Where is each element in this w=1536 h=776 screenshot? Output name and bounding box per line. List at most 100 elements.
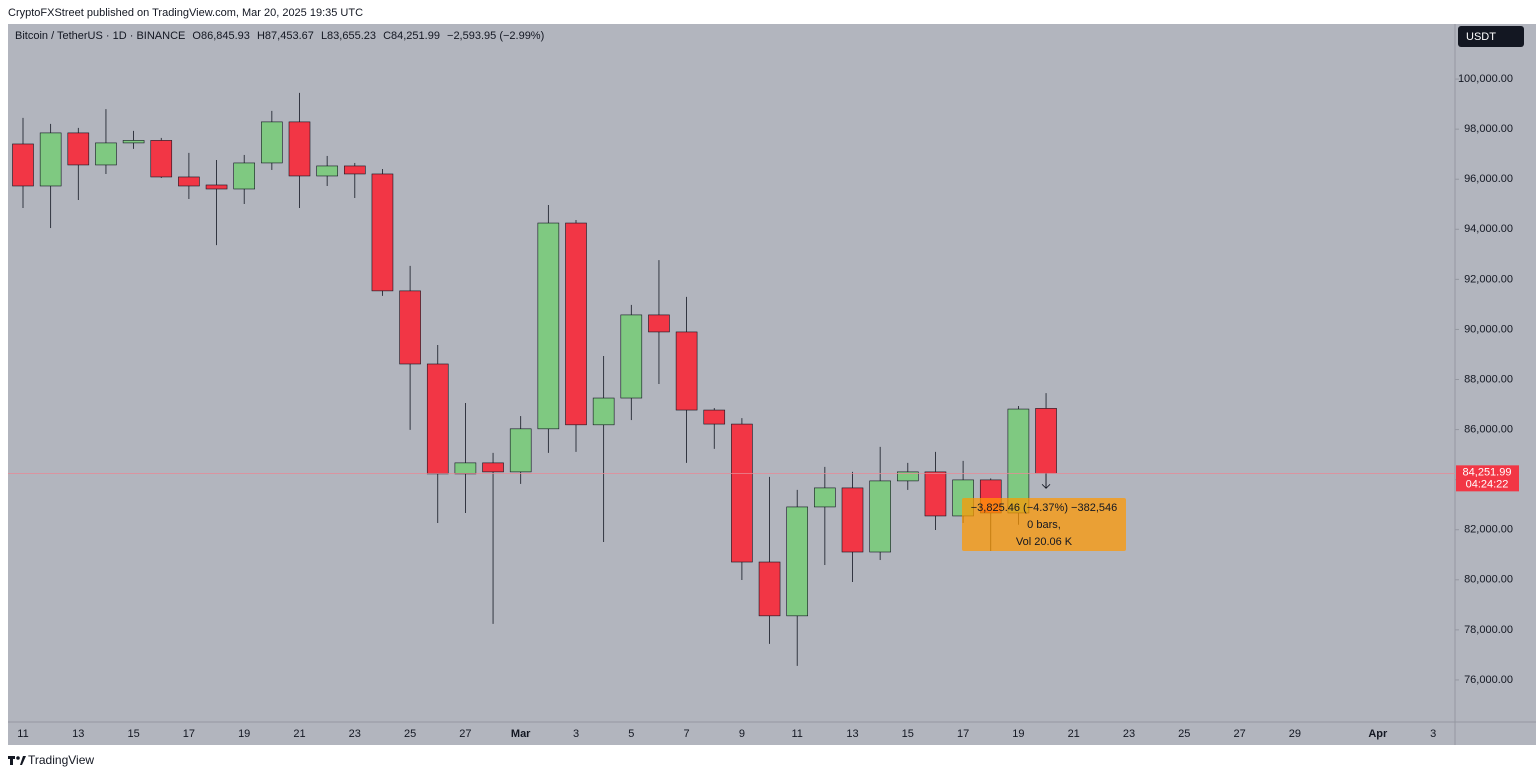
candle-body xyxy=(399,290,421,365)
candle xyxy=(675,296,698,463)
high-label: H87,453.67 xyxy=(257,30,314,42)
candle xyxy=(924,451,947,530)
x-tick-label: 15 xyxy=(127,728,139,740)
candle xyxy=(814,466,836,566)
candle xyxy=(371,168,394,296)
candle-body xyxy=(261,121,283,164)
y-tick-label: 90,000.00 xyxy=(1464,323,1513,335)
candle xyxy=(592,355,615,542)
y-tick-label: 78,000.00 xyxy=(1464,624,1513,636)
candle-body xyxy=(150,140,173,178)
candle-body xyxy=(675,331,698,411)
candle-body xyxy=(786,506,809,617)
x-tick-label: 11 xyxy=(17,728,28,740)
x-tick-label: 21 xyxy=(293,728,305,740)
x-tick-label: 19 xyxy=(238,728,250,740)
candle-body xyxy=(814,487,836,508)
candle xyxy=(509,416,532,484)
time-axis xyxy=(8,722,1536,745)
candle-body xyxy=(482,462,504,473)
logo-part xyxy=(16,756,20,760)
x-tick-label: Mar xyxy=(511,728,531,740)
candle xyxy=(122,130,145,149)
candle-body xyxy=(509,428,532,473)
y-tick-label: 100,000.00 xyxy=(1458,73,1513,85)
y-tick-label: 98,000.00 xyxy=(1464,123,1513,135)
y-tick-label: 82,000.00 xyxy=(1464,524,1513,536)
candle xyxy=(482,452,504,624)
candle xyxy=(150,137,173,178)
x-tick-label: 25 xyxy=(1178,728,1190,740)
candle-body xyxy=(95,142,117,166)
candle-body xyxy=(316,165,338,177)
price-axis xyxy=(1455,24,1536,722)
candle xyxy=(758,476,781,644)
x-tick-label: 3 xyxy=(1430,728,1436,740)
measure-label: Vol 20.06 K xyxy=(1016,536,1073,548)
candle xyxy=(537,205,560,453)
candle xyxy=(343,162,366,198)
candle-body xyxy=(454,462,477,475)
candle xyxy=(399,265,421,430)
candle-body xyxy=(896,471,919,482)
x-tick-label: 15 xyxy=(902,728,914,740)
x-tick-label: 29 xyxy=(1289,728,1301,740)
candle-body xyxy=(1007,408,1030,514)
candle-body xyxy=(758,561,781,617)
candle xyxy=(288,92,311,209)
candle xyxy=(786,489,809,666)
x-tick-label: 27 xyxy=(459,728,471,740)
candle-body xyxy=(122,140,145,144)
x-tick-label: 25 xyxy=(404,728,416,740)
candle xyxy=(869,446,891,561)
candle xyxy=(12,117,34,209)
candle-body xyxy=(703,409,726,425)
measure-label: −3,825.46 (−4.37%) −382,546 xyxy=(971,502,1117,514)
close-label: C84,251.99 xyxy=(383,30,440,42)
x-tick-label: 17 xyxy=(957,728,969,740)
x-tick-label: 5 xyxy=(628,728,634,740)
y-tick-label: 92,000.00 xyxy=(1464,273,1513,285)
x-tick-label: 13 xyxy=(72,728,84,740)
x-tick-label: 3 xyxy=(573,728,579,740)
currency-button[interactable] xyxy=(1458,26,1524,47)
candle-body xyxy=(537,222,560,430)
x-tick-label: 13 xyxy=(846,728,858,740)
candle-body xyxy=(565,222,587,426)
candle xyxy=(205,159,228,246)
candle-body xyxy=(288,121,311,177)
y-tick-label: 94,000.00 xyxy=(1464,223,1513,235)
candle xyxy=(95,109,117,174)
x-tick-label: 23 xyxy=(349,728,361,740)
measure-box xyxy=(962,498,1126,551)
x-tick-label: 9 xyxy=(739,728,745,740)
change-label: −2,593.95 (−2.99%) xyxy=(447,30,544,42)
candle xyxy=(454,403,477,513)
x-tick-label: 23 xyxy=(1123,728,1135,740)
x-tick-label: Apr xyxy=(1368,728,1388,740)
candle-body xyxy=(924,471,947,517)
candle xyxy=(565,220,587,452)
candle xyxy=(316,155,338,186)
candle-body xyxy=(233,162,255,190)
candle-body xyxy=(648,314,670,333)
candle-body xyxy=(592,397,615,426)
candle xyxy=(731,418,753,581)
logo-part xyxy=(10,756,13,765)
countdown-label: 04:24:22 xyxy=(1466,478,1509,490)
candle xyxy=(178,152,200,200)
logo-part xyxy=(20,756,26,765)
x-tick-label: 17 xyxy=(183,728,195,740)
candle-body xyxy=(39,132,62,187)
symbol-legend: Bitcoin / TetherUS · 1D · BINANCE O86,84… xyxy=(15,30,544,42)
currency-label[interactable]: USDT xyxy=(1466,31,1496,43)
measure-arrow-head xyxy=(1041,484,1051,489)
candle-body xyxy=(731,423,753,563)
brand-logo xyxy=(8,756,26,765)
candle xyxy=(648,260,670,385)
candle-body xyxy=(426,363,449,475)
candle-body xyxy=(12,143,34,187)
candle-body xyxy=(620,314,643,399)
x-tick-label: 7 xyxy=(684,728,690,740)
